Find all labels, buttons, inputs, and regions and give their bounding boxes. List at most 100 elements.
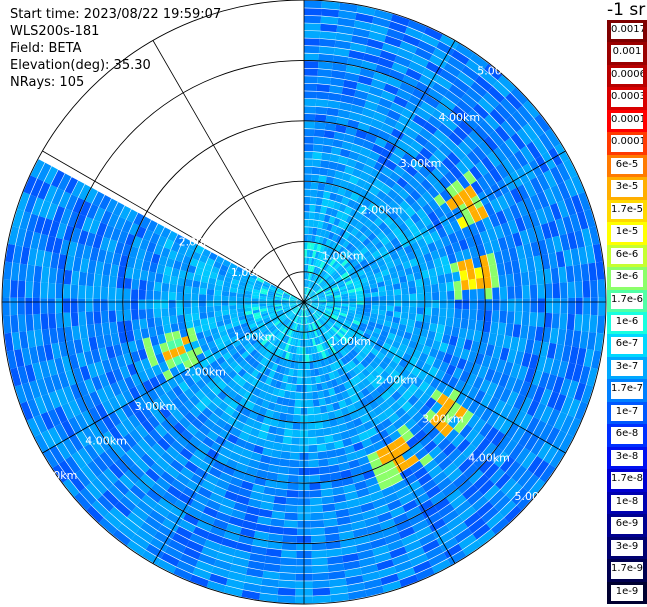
range-gate-cell [302, 317, 304, 324]
range-gate-cell [284, 343, 290, 352]
range-gate-cell [393, 194, 405, 206]
range-gate-cell [120, 453, 135, 469]
range-gate-cell [319, 38, 336, 48]
range-gate-cell [299, 324, 302, 332]
range-gate-cell [334, 501, 348, 511]
range-gate-cell [290, 361, 295, 369]
range-gate-cell [538, 132, 554, 152]
range-gate-cell [262, 570, 280, 580]
range-gate-cell [347, 427, 359, 438]
range-gate-cell [420, 178, 433, 191]
range-gate-cell [265, 376, 273, 386]
azimuth-spoke [152, 40, 305, 303]
range-gate-cell [274, 304, 282, 307]
range-gate-cell [311, 303, 319, 307]
range-gate-cell [206, 306, 214, 313]
range-gate-cell [443, 325, 453, 336]
range-gate-cell [10, 297, 18, 316]
range-gate-cell [365, 132, 378, 144]
range-gate-cell [179, 328, 188, 338]
range-gate-cell [264, 479, 277, 488]
range-gate-cell [191, 306, 199, 314]
range-gate-cell [331, 146, 342, 156]
range-gate-cell [252, 420, 263, 430]
range-gate-cell [55, 298, 63, 314]
range-gate-cell [399, 211, 410, 222]
range-gate-cell [305, 347, 309, 355]
range-gate-cell [282, 306, 290, 310]
range-gate-cell [5, 243, 16, 263]
range-gate-cell [433, 129, 448, 143]
range-gate-cell [461, 410, 474, 424]
range-gate-cell [221, 305, 229, 311]
range-gate-cell [246, 283, 254, 289]
range-gate-cell [401, 430, 414, 442]
range-gate-cell [304, 196, 311, 204]
range-gate-cell [337, 267, 345, 274]
range-gate-cell [395, 519, 412, 532]
range-gate-cell [322, 420, 331, 429]
range-gate-cell [304, 98, 317, 107]
range-gate-cell [444, 90, 461, 105]
range-gate-cell [584, 208, 596, 228]
range-gate-cell [289, 337, 294, 346]
range-gate-cell [564, 197, 577, 216]
range-gate-cell [455, 160, 469, 175]
range-gate-cell [581, 228, 593, 247]
range-gate-cell [153, 503, 170, 518]
range-gate-cell [304, 68, 318, 76]
range-gate-cell [476, 309, 485, 321]
range-gate-cell [521, 451, 537, 470]
range-gate-cell [143, 433, 157, 448]
range-gate-cell [548, 252, 558, 269]
range-gate-cell [575, 297, 583, 315]
range-gate-cell [370, 262, 379, 271]
range-gate-cell [146, 317, 155, 328]
range-gate-cell [376, 190, 387, 201]
range-gate-cell [282, 317, 289, 324]
range-gate-cell [133, 212, 145, 226]
range-gate-cell [454, 250, 465, 263]
range-gate-cell [350, 227, 360, 237]
range-gate-cell [326, 223, 333, 232]
range-gate-cell [365, 157, 377, 168]
range-gate-cell [416, 255, 426, 265]
range-gate-cell [333, 352, 341, 361]
range-gate-cell [326, 449, 337, 459]
range-gate-cell [202, 454, 216, 467]
range-gate-cell [313, 275, 318, 282]
range-gate-cell [211, 424, 223, 436]
range-gate-cell [266, 342, 273, 351]
range-gate-cell [402, 74, 419, 88]
range-gate-cell [447, 290, 455, 300]
range-gate-cell [344, 319, 352, 326]
range-gate-cell [447, 253, 457, 264]
range-gate-cell [183, 293, 192, 301]
range-gate-cell [399, 41, 418, 54]
range-gate-cell [500, 120, 516, 138]
range-gate-cell [305, 354, 310, 362]
range-gate-cell [103, 225, 115, 239]
range-gate-cell [305, 264, 309, 272]
range-gate-cell [350, 434, 361, 445]
range-gate-cell [501, 158, 516, 175]
range-gate-cell [268, 310, 276, 315]
range-gate-cell [501, 249, 511, 263]
range-gate-cell [235, 328, 244, 336]
range-gate-cell [114, 458, 130, 474]
range-gate-cell [310, 304, 318, 308]
range-gate-cell [313, 284, 319, 291]
range-gate-cell [255, 413, 265, 423]
range-gate-cell [429, 323, 438, 333]
range-gate-cell [491, 370, 503, 385]
range-gate-cell [105, 198, 118, 214]
range-gate-cell [423, 440, 438, 454]
range-gate-cell [332, 486, 345, 496]
range-gate-cell [333, 306, 341, 311]
range-gate-cell [561, 345, 572, 363]
range-gate-cell [284, 291, 291, 296]
range-gate-cell [432, 47, 451, 63]
range-gate-cell [514, 285, 523, 299]
range-gate-cell [297, 308, 302, 316]
range-gate-cell [244, 575, 263, 586]
